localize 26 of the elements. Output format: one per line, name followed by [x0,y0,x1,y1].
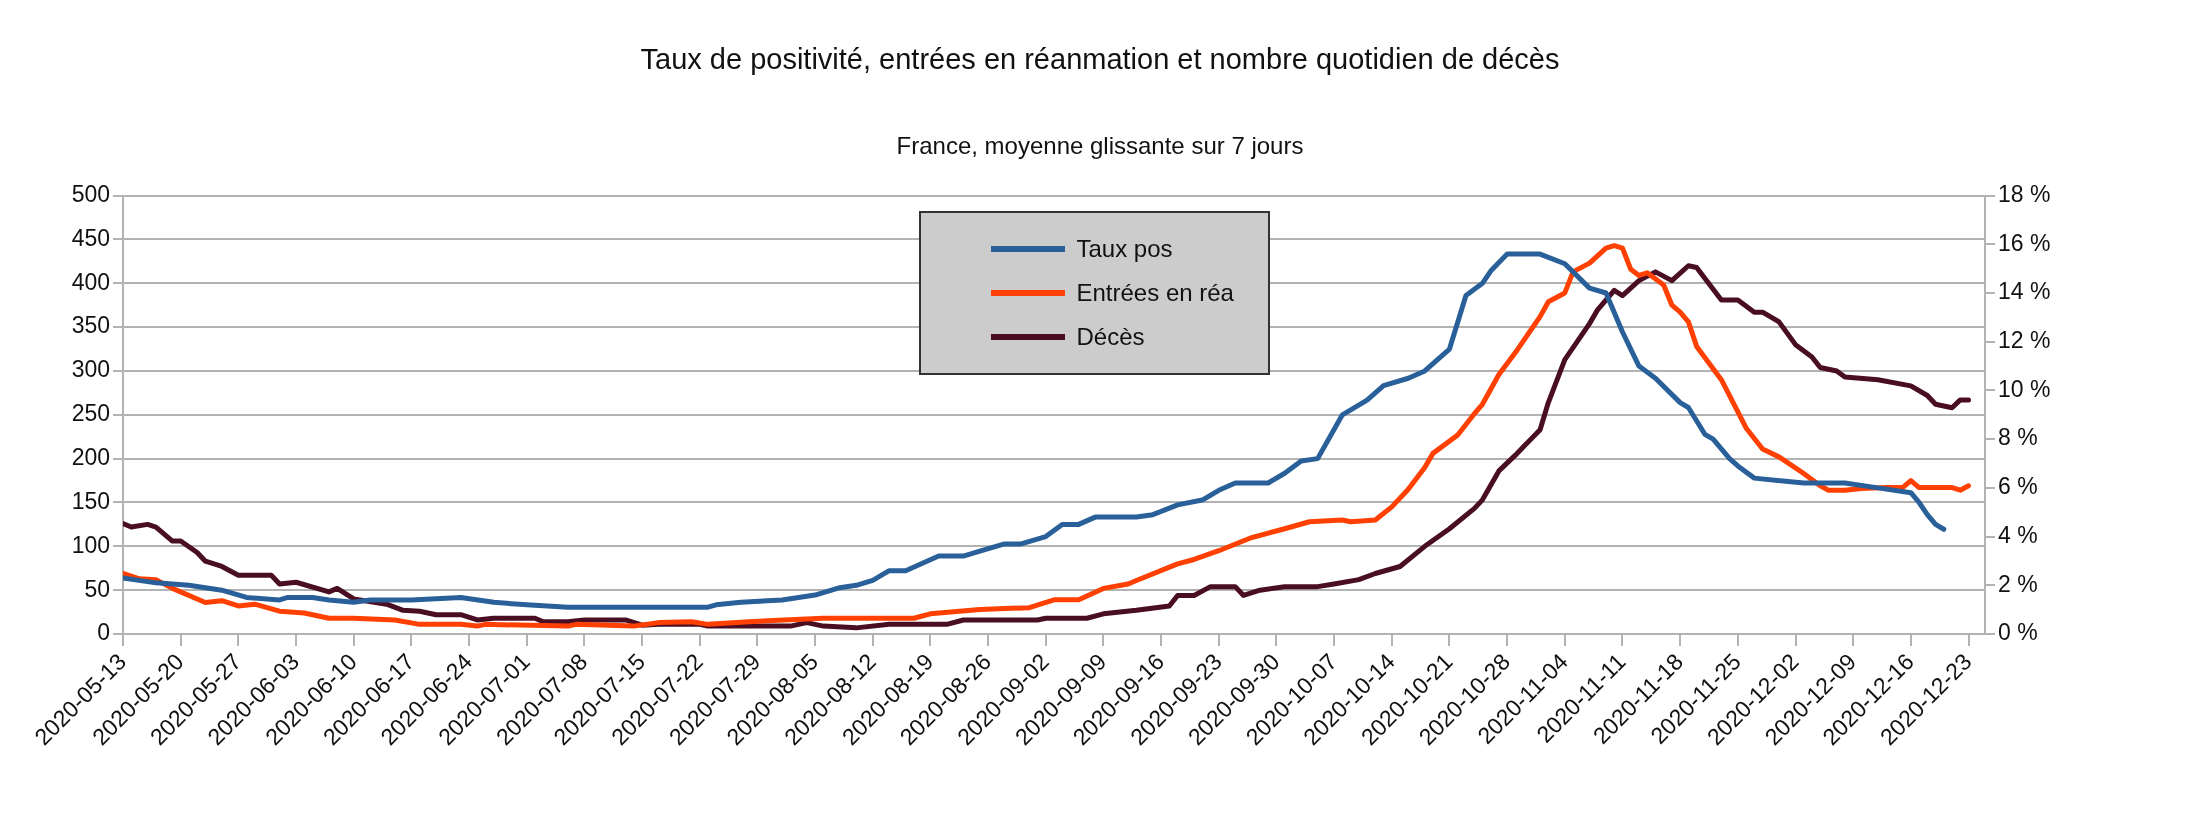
y-tick-label: 400 [71,268,110,295]
y-tick-label: 50 [84,575,110,602]
y-tick-label: 250 [71,400,110,427]
legend-label: Entrées en réa [1076,278,1234,307]
y2-tick-label: 14 % [1998,278,2051,305]
y2-tick-label: 18 % [1998,180,2051,207]
y-tick-label: 350 [71,312,110,339]
legend-label: Taux pos [1076,234,1173,263]
y-tick-label: 300 [71,356,110,383]
y2-tick-label: 6 % [1998,473,2038,500]
y2-tick-label: 8 % [1998,424,2038,451]
y-tick-label: 500 [71,180,110,207]
legend-label: Décès [1076,322,1145,351]
y2-tick-label: 12 % [1998,327,2051,354]
y2-tick-label: 16 % [1998,229,2051,256]
chart-title: Taux de positivité, entrées en réanmation et nombre quotidien de décès [640,43,1560,76]
y2-tick-label: 4 % [1998,521,2038,548]
y-tick-label: 200 [71,443,110,470]
y-tick-label: 150 [71,487,110,514]
y-tick-label: 450 [71,224,110,251]
y2-tick-label: 2 % [1998,570,2038,597]
y2-tick-label: 0 % [1998,619,2038,646]
y2-tick-label: 10 % [1998,375,2051,402]
chart-subtitle: France, moyenne glissante sur 7 jours [896,131,1304,159]
y-tick-label: 0 [97,619,110,646]
y-tick-label: 100 [71,531,110,558]
